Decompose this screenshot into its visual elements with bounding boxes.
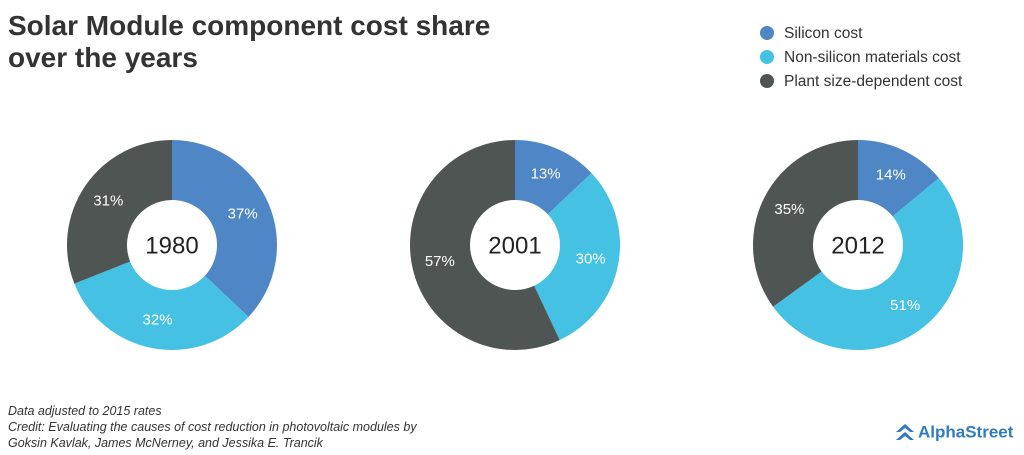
data-label: 57% <box>425 253 455 270</box>
note: Data adjusted to 2015 rates <box>8 404 162 418</box>
donut-segment <box>172 140 277 317</box>
data-label: 31% <box>93 193 123 210</box>
logo-icon <box>896 424 914 440</box>
data-label: 13% <box>531 165 561 182</box>
donut-segment <box>74 261 249 350</box>
note: Goksin Kavlak, James McNerney, and Jessi… <box>8 436 323 450</box>
data-label: 37% <box>228 205 258 222</box>
note: Credit: Evaluating the causes of cost re… <box>8 420 417 434</box>
data-label: 14% <box>876 166 906 183</box>
donut-center-label: 1980 <box>145 232 198 259</box>
data-label: 30% <box>576 250 606 267</box>
donut-segment <box>515 140 592 215</box>
data-label: 35% <box>774 201 804 218</box>
donut-segment <box>773 178 964 351</box>
chart-title: Solar Module component cost share over t… <box>8 10 491 73</box>
legend-swatch <box>760 26 774 40</box>
data-label: 51% <box>890 297 920 314</box>
legend-swatch <box>760 74 774 88</box>
donut-center-label: 2001 <box>488 232 541 259</box>
legend-label: Plant size-dependent cost <box>784 73 963 90</box>
donut-segment <box>534 173 620 341</box>
legend-label: Silicon cost <box>784 25 863 42</box>
logo: AlphaStreet <box>918 422 1014 441</box>
donut-segment <box>858 140 939 217</box>
legend-swatch <box>760 50 774 64</box>
donut-segment <box>410 140 560 350</box>
data-label: 32% <box>143 312 173 329</box>
legend-label: Non-silicon materials cost <box>784 49 961 66</box>
donut-segment <box>753 140 858 307</box>
donut-segment <box>67 140 172 284</box>
donut-center-label: 2012 <box>831 232 884 259</box>
